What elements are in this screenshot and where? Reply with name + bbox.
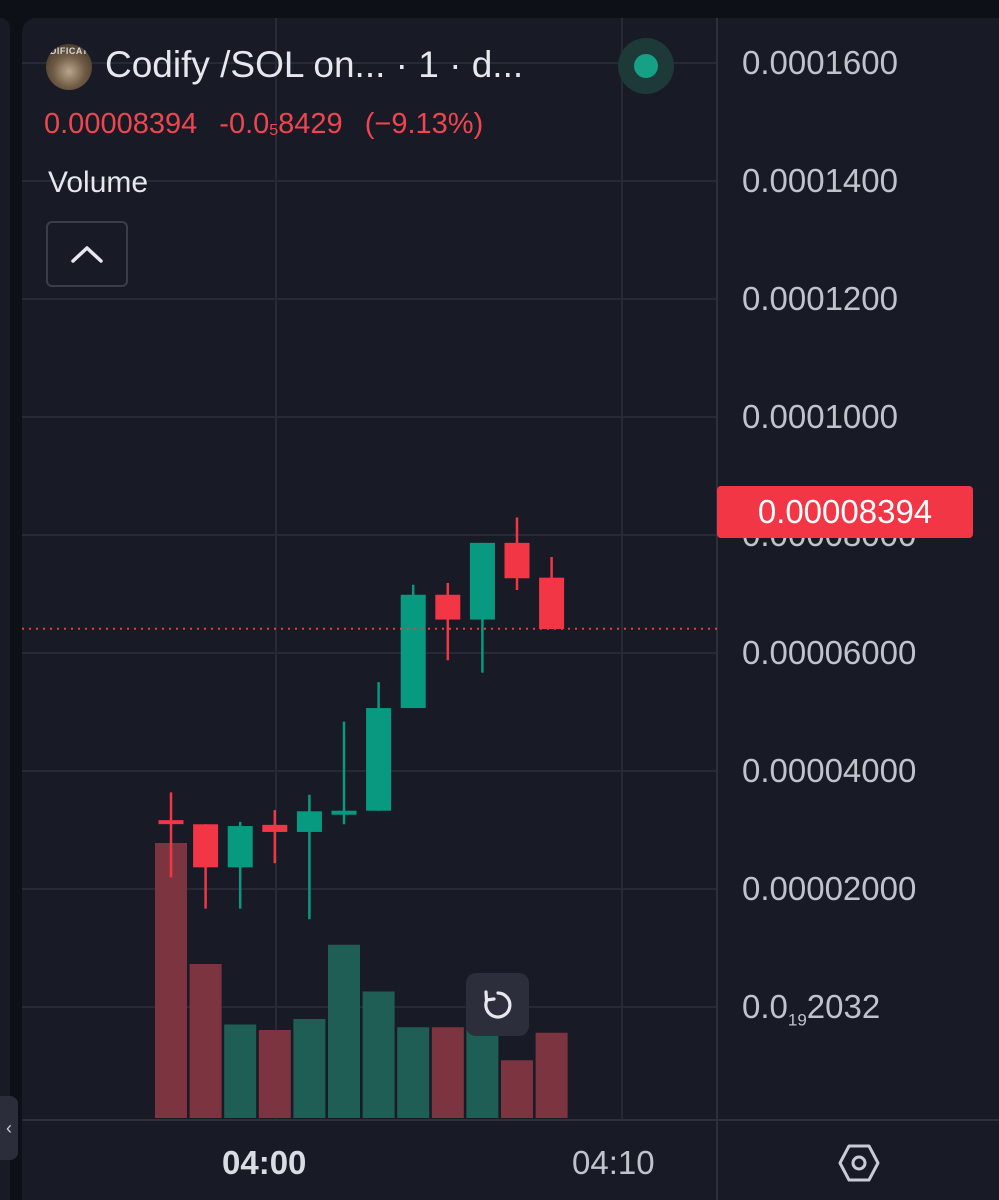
chart-settings-button[interactable] — [836, 1140, 882, 1186]
volume-bar — [293, 1019, 326, 1118]
volume-bar — [501, 1060, 533, 1118]
current-price-tag: 0.00008394 — [717, 486, 973, 538]
candle — [331, 721, 357, 825]
avatar-text: DIFICAT — [49, 46, 89, 56]
candle-body — [262, 824, 288, 832]
candle-body — [504, 542, 530, 579]
candles — [158, 517, 565, 920]
volume-bar — [189, 964, 222, 1118]
candle — [400, 584, 426, 709]
volume-bar — [431, 1027, 464, 1118]
candle-body — [227, 826, 253, 868]
volume-bar — [258, 1030, 291, 1118]
candle — [262, 810, 288, 864]
volume-bar — [466, 1027, 499, 1118]
token-avatar: DIFICAT — [46, 44, 92, 90]
candle — [227, 821, 253, 909]
volume-axis-label: 0.0192032 — [742, 988, 881, 1030]
price-change: -0.058429 — [219, 108, 343, 140]
left-panel-edge — [0, 18, 10, 1200]
collapse-indicators-button[interactable] — [46, 221, 128, 287]
candle — [158, 792, 184, 878]
candle-body — [469, 542, 495, 620]
candle — [504, 517, 530, 591]
candle-body — [331, 810, 357, 815]
last-price: 0.00008394 — [44, 108, 198, 140]
candle-body — [400, 594, 426, 709]
time-axis-label: 04:10 — [572, 1144, 655, 1181]
price-axis-label: 0.00002000 — [742, 870, 917, 907]
volume-bar — [397, 1027, 430, 1118]
volume-bar — [155, 843, 187, 1118]
candle-body — [539, 577, 565, 629]
candle — [296, 794, 322, 920]
status-dot-icon — [634, 54, 658, 78]
price-axis-label: 0.00004000 — [742, 752, 917, 789]
volume-bars — [155, 843, 568, 1118]
candle-body — [366, 708, 392, 811]
price-change-percent: (−9.13%) — [364, 108, 484, 140]
candle-body — [158, 820, 184, 825]
candle-body — [435, 594, 461, 620]
left-panel-toggle[interactable]: ‹ — [0, 1096, 18, 1160]
volume-bar — [224, 1024, 257, 1118]
volume-bar — [535, 1032, 568, 1118]
candle-body — [296, 811, 322, 832]
candle-body — [193, 824, 219, 868]
candle — [435, 582, 461, 661]
volume-bar — [328, 944, 360, 1118]
candle — [193, 824, 219, 909]
price-axis-label: 0.0001600 — [742, 44, 898, 81]
price-axis-label: 0.0001400 — [742, 162, 898, 199]
volume-indicator-label[interactable]: Volume — [48, 166, 149, 199]
volume-bar — [362, 991, 395, 1118]
price-legend: 0.00008394 -0.058429 (−9.13%) — [44, 108, 497, 141]
symbol-title[interactable]: Codify /SOL on... · 1 · d... — [105, 44, 524, 85]
settings-icon — [838, 1144, 880, 1182]
chevron-up-icon — [71, 246, 103, 263]
reset-chart-button[interactable] — [466, 973, 529, 1036]
candle — [539, 557, 565, 629]
candle — [366, 682, 392, 811]
grid-lines — [22, 18, 999, 1200]
time-axis-label: 04:00 — [222, 1144, 307, 1181]
candle — [469, 542, 495, 673]
market-status-indicator[interactable] — [618, 38, 674, 94]
price-axis-label: 0.0001000 — [742, 398, 898, 435]
price-axis-label: 0.00006000 — [742, 634, 917, 671]
price-axis-label: 0.0001200 — [742, 280, 898, 317]
reset-icon — [483, 989, 511, 1019]
chevron-left-icon: ‹ — [6, 1117, 12, 1138]
